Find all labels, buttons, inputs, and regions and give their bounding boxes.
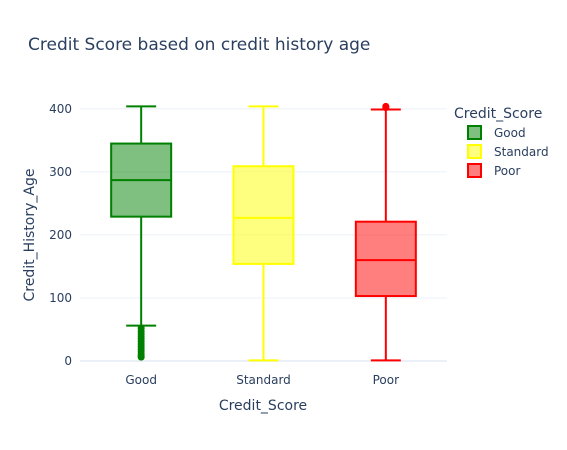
outlier-point-poor-1 <box>382 102 390 110</box>
iqr-box-standard <box>232 165 295 265</box>
legend-swatch-good <box>467 125 482 140</box>
legend-label-poor: Poor <box>494 164 520 178</box>
box-standard <box>232 105 295 362</box>
legend-label-standard: Standard <box>494 145 549 159</box>
legend-swatch-poor <box>467 163 482 178</box>
legend-label-good: Good <box>494 126 526 140</box>
legend: Credit_Score Good Standard Poor <box>454 106 549 178</box>
x-tick-label-poor: Poor <box>373 373 399 387</box>
boxes <box>110 102 417 362</box>
chart-title: Credit Score based on credit history age <box>28 35 370 55</box>
box-good <box>110 105 173 361</box>
y-tick-label-0: 0 <box>64 354 72 368</box>
y-tick-label-200: 200 <box>49 228 72 242</box>
y-tick-label-100: 100 <box>49 291 72 305</box>
y-axis-title: Credit_History_Age <box>22 169 38 302</box>
legend-swatch-standard <box>467 144 482 159</box>
box-poor <box>354 102 417 362</box>
legend-title: Credit_Score <box>454 106 542 122</box>
outlier-point-good-12 <box>137 353 145 361</box>
y-tick-label-400: 400 <box>49 102 72 116</box>
x-axis-ticks: Good Standard Poor <box>125 373 399 387</box>
y-tick-label-300: 300 <box>49 165 72 179</box>
y-axis-ticks: 0 100 200 300 400 <box>49 102 72 368</box>
x-tick-label-good: Good <box>125 373 157 387</box>
x-tick-label-standard: Standard <box>236 373 291 387</box>
x-axis-title: Credit_Score <box>219 398 307 414</box>
iqr-box-poor <box>354 220 417 298</box>
